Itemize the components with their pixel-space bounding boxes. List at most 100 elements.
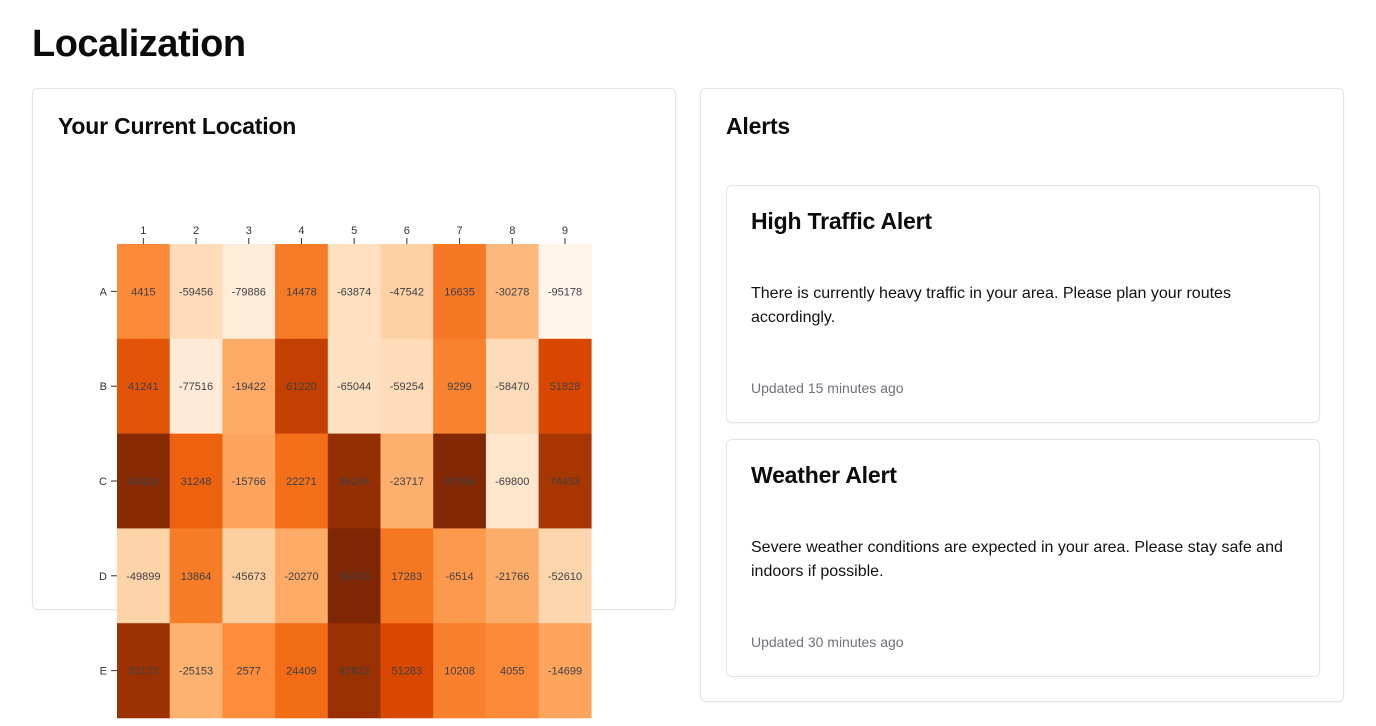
heatmap-cell-label: 10208 bbox=[444, 666, 475, 678]
heatmap-cell bbox=[222, 433, 276, 529]
x-axis-tick-label: 8 bbox=[509, 225, 515, 237]
heatmap-cell bbox=[275, 244, 329, 340]
heatmap-cell-label: -20270 bbox=[284, 571, 318, 583]
heatmap-cell-label: -19422 bbox=[232, 381, 266, 393]
heatmap-svg: 4415 -59456 -79886 14478 -63874 -47542 16635 -3… bbox=[99, 225, 592, 719]
heatmap-cell bbox=[117, 433, 170, 529]
heatmap-cell-label: 41241 bbox=[128, 381, 159, 393]
heatmap-cell-label: -52610 bbox=[548, 571, 582, 583]
heatmap-cell-label: 74453 bbox=[550, 476, 581, 488]
heatmap-cell bbox=[327, 623, 381, 719]
heatmap-cell-label: -49899 bbox=[126, 571, 160, 583]
heatmap-cell bbox=[433, 623, 487, 719]
heatmap-cell-label: 4055 bbox=[500, 666, 524, 678]
heatmap-cell-label: 81123 bbox=[128, 666, 158, 678]
y-axis-tick-label: E bbox=[100, 666, 107, 678]
heatmap-cell bbox=[169, 623, 223, 719]
y-axis-tick-label: D bbox=[99, 571, 107, 583]
heatmap-cell-label: -30278 bbox=[495, 286, 529, 298]
heatmap-cell bbox=[485, 623, 539, 719]
heatmap-cell bbox=[380, 528, 434, 624]
heatmap-cell bbox=[433, 338, 487, 434]
heatmap-cell-label: -77516 bbox=[179, 381, 213, 393]
heatmap-cell-label: 14478 bbox=[286, 286, 317, 298]
alerts-card: Alerts High Traffic Alert There is curre… bbox=[700, 88, 1344, 702]
heatmap-cell-label: -79886 bbox=[232, 286, 266, 298]
heatmap-cell-label: 2577 bbox=[237, 666, 261, 678]
heatmap-cell bbox=[327, 244, 381, 340]
heatmap-cell bbox=[538, 623, 592, 719]
heatmap-cell-label: 9299 bbox=[447, 381, 471, 393]
heatmap-cell bbox=[380, 338, 434, 434]
heatmap-cell bbox=[275, 528, 329, 624]
x-axis-tick-label: 1 bbox=[140, 225, 146, 237]
heatmap-cell-label: 22271 bbox=[286, 476, 317, 488]
heatmap-cell bbox=[169, 433, 223, 529]
alert-item-weather: Weather Alert Severe weather conditions … bbox=[726, 439, 1320, 677]
x-axis-tick-label: 3 bbox=[246, 225, 252, 237]
heatmap-cell-label: 24409 bbox=[286, 666, 317, 678]
heatmap-cell bbox=[117, 338, 170, 434]
heatmap-cell-label: 99430 bbox=[339, 571, 370, 583]
heatmap-cell-label: -69800 bbox=[495, 476, 529, 488]
heatmap-cell bbox=[538, 433, 592, 529]
alert-body: There is currently heavy traffic in your… bbox=[751, 285, 1231, 326]
x-axis-tick-label: 5 bbox=[351, 225, 357, 237]
heatmap-cell-label: -25153 bbox=[179, 666, 213, 678]
heatmap-cell-label: -14699 bbox=[548, 666, 582, 678]
heatmap-cell bbox=[485, 338, 539, 434]
heatmap-cell bbox=[538, 338, 592, 434]
heatmap-cell-label: -58470 bbox=[495, 381, 529, 393]
heatmap-cell bbox=[222, 623, 276, 719]
heatmap-cell bbox=[275, 433, 329, 529]
heatmap-cell-label: 17283 bbox=[392, 571, 423, 583]
alert-title: Weather Alert bbox=[751, 462, 897, 488]
heatmap-cell-label: -23717 bbox=[390, 476, 424, 488]
heatmap-cell-label: -45673 bbox=[232, 571, 266, 583]
heatmap-cell bbox=[117, 244, 170, 340]
page-title: Localization bbox=[32, 23, 246, 65]
heatmap-cell bbox=[222, 338, 276, 434]
heatmap-cell-label: 16635 bbox=[444, 286, 475, 298]
heatmap-cell-label: -47542 bbox=[390, 286, 424, 298]
heatmap-cell-label: -59456 bbox=[179, 286, 213, 298]
heatmap-cell-label: -6514 bbox=[445, 571, 473, 583]
heatmap-cell bbox=[117, 528, 170, 624]
heatmap-cell-label: -59254 bbox=[390, 381, 424, 393]
heatmap-cell bbox=[433, 528, 487, 624]
heatmap-cell bbox=[327, 433, 381, 529]
heatmap-cell bbox=[485, 528, 539, 624]
heatmap-cell-label: 4415 bbox=[131, 286, 155, 298]
heatmap-cell-label: 51828 bbox=[550, 381, 581, 393]
y-axis-tick-label: C bbox=[99, 476, 107, 488]
x-axis-tick-label: 6 bbox=[404, 225, 410, 237]
heatmap-cell-label: -63874 bbox=[337, 286, 371, 298]
heatmap-cell-label: -21766 bbox=[495, 571, 529, 583]
alert-title: High Traffic Alert bbox=[751, 208, 932, 234]
heatmap-cell bbox=[275, 623, 329, 719]
y-axis-tick-label: B bbox=[100, 381, 107, 393]
heatmap-cell bbox=[169, 528, 223, 624]
heatmap-cell bbox=[433, 433, 487, 529]
heatmap-cell bbox=[222, 244, 276, 340]
heatmap-cell-label: -65044 bbox=[337, 381, 371, 393]
location-card-title: Your Current Location bbox=[58, 113, 297, 139]
heatmap-cell bbox=[169, 338, 223, 434]
heatmap-cell bbox=[380, 433, 434, 529]
x-axis-tick-label: 7 bbox=[456, 225, 462, 237]
heatmap-cell-label: -95178 bbox=[548, 286, 582, 298]
alerts-card-title: Alerts bbox=[726, 113, 790, 139]
heatmap-cell bbox=[433, 244, 487, 340]
heatmap-cell-label: 86246 bbox=[339, 476, 370, 488]
heatmap-cell bbox=[275, 338, 329, 434]
heatmap-cell-label: 51283 bbox=[392, 666, 423, 678]
heatmap-cell-label: 61220 bbox=[286, 381, 317, 393]
heatmap-cell-label: -15766 bbox=[232, 476, 266, 488]
x-axis-tick-label: 2 bbox=[193, 225, 199, 237]
heatmap-cell-label: 97595 bbox=[444, 476, 475, 488]
y-axis-tick-label: A bbox=[100, 286, 108, 298]
heatmap-cell-label: 82923 bbox=[339, 666, 370, 678]
location-heatmap: 4415 -59456 -79886 14478 -63874 -47542 16635 -3… bbox=[90, 220, 600, 720]
heatmap-cell-label: 94426 bbox=[128, 476, 159, 488]
heatmap-cell bbox=[485, 433, 539, 529]
